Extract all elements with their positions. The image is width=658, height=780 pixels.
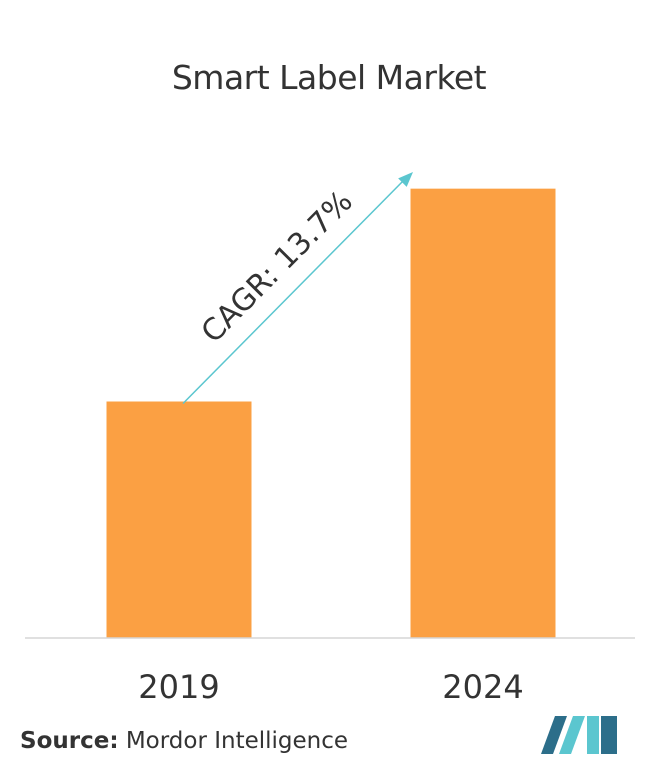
logo-middle-shape xyxy=(559,716,585,754)
chart-title: Smart Label Market xyxy=(171,58,487,97)
x-tick-label-2024: 2024 xyxy=(442,668,523,700)
logo-left-shape xyxy=(541,716,567,754)
cagr-arrow-head xyxy=(398,172,413,187)
cagr-annotation: CAGR: 13.7% xyxy=(182,172,413,405)
bar-2019 xyxy=(106,401,252,638)
cagr-arrow-line xyxy=(182,178,406,405)
x-tick-labels: 2019 2024 xyxy=(138,668,523,700)
bar-2024 xyxy=(410,188,556,638)
bar-chart: 2019 2024 CAGR: 13.7% xyxy=(25,172,635,700)
logo-far-right-shape xyxy=(601,716,617,754)
bars-layer xyxy=(106,188,556,638)
source-note: Source: Mordor Intelligence xyxy=(20,728,348,754)
source-label: Source: xyxy=(20,728,119,754)
logo-right-shape xyxy=(587,716,599,754)
x-tick-label-2019: 2019 xyxy=(138,668,219,700)
cagr-label: CAGR: 13.7% xyxy=(195,184,360,350)
source-text: Mordor Intelligence xyxy=(125,728,349,754)
mordor-logo-icon xyxy=(541,716,617,754)
